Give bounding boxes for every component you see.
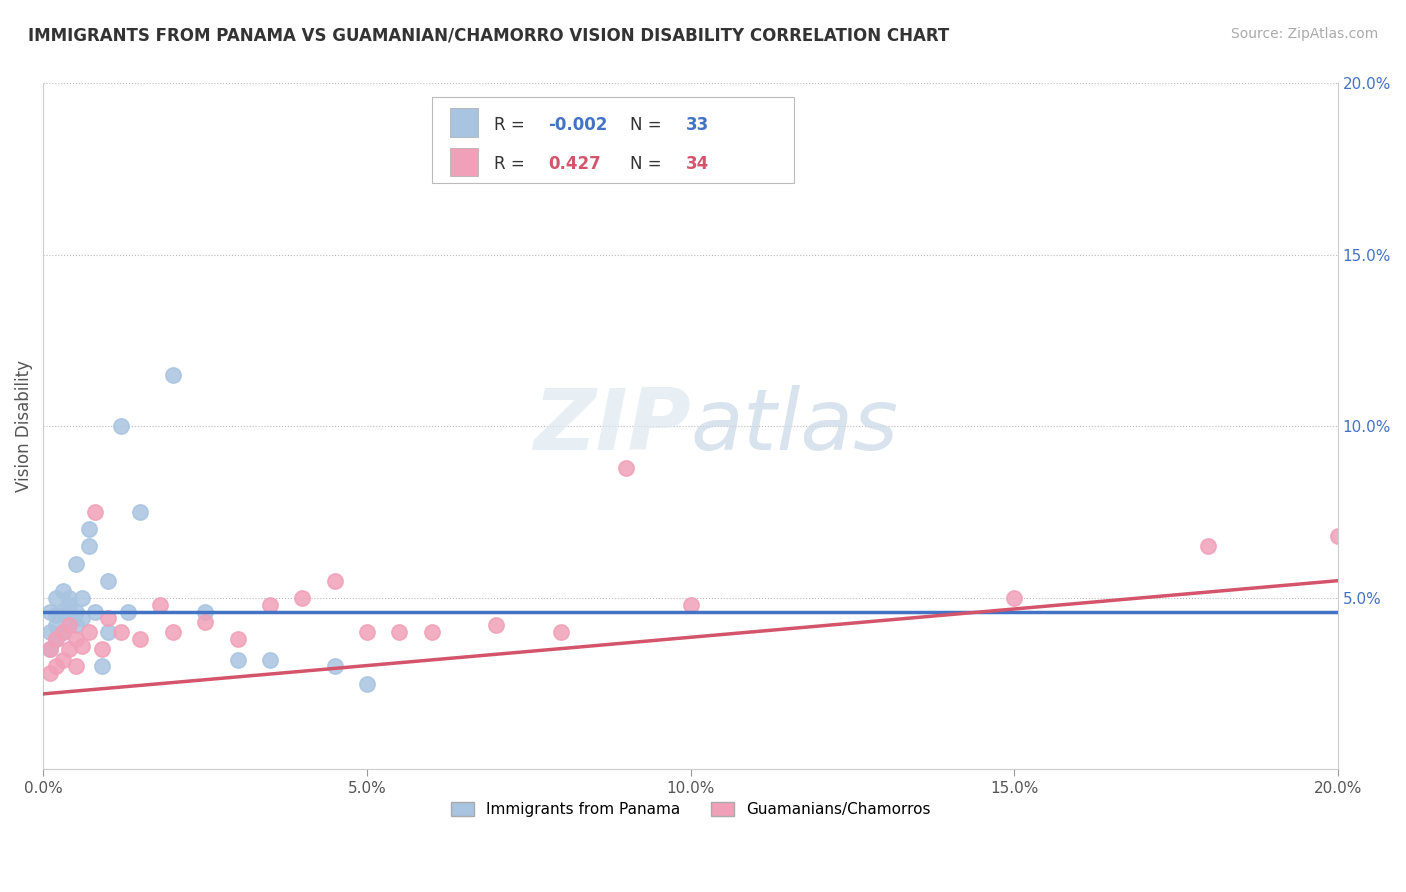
Point bbox=[58, 598, 80, 612]
FancyBboxPatch shape bbox=[432, 97, 794, 183]
Point bbox=[70, 639, 93, 653]
Point bbox=[38, 666, 60, 681]
Point bbox=[77, 625, 100, 640]
Point bbox=[1326, 529, 1348, 543]
Point bbox=[70, 611, 93, 625]
Point bbox=[388, 625, 411, 640]
Text: N =: N = bbox=[630, 116, 666, 134]
Text: 34: 34 bbox=[685, 155, 709, 173]
Point bbox=[58, 611, 80, 625]
Point bbox=[162, 625, 184, 640]
Point bbox=[356, 676, 378, 690]
Point bbox=[58, 642, 80, 657]
Point bbox=[77, 540, 100, 554]
Point bbox=[45, 632, 67, 646]
Point bbox=[65, 557, 87, 571]
Point bbox=[226, 632, 249, 646]
Point bbox=[52, 584, 75, 599]
FancyBboxPatch shape bbox=[450, 108, 478, 137]
Point bbox=[38, 625, 60, 640]
Point bbox=[45, 607, 67, 622]
Point bbox=[45, 632, 67, 646]
Text: N =: N = bbox=[630, 155, 666, 173]
Point bbox=[84, 605, 107, 619]
Point bbox=[614, 460, 637, 475]
Y-axis label: Vision Disability: Vision Disability bbox=[15, 360, 32, 492]
Point bbox=[356, 625, 378, 640]
Point bbox=[1002, 591, 1025, 605]
Point bbox=[65, 605, 87, 619]
Point bbox=[259, 652, 281, 666]
Point bbox=[194, 615, 217, 629]
Point bbox=[52, 652, 75, 666]
Point bbox=[259, 598, 281, 612]
Point bbox=[485, 618, 508, 632]
Text: 0.427: 0.427 bbox=[548, 155, 600, 173]
Point bbox=[97, 574, 120, 588]
Point bbox=[129, 505, 152, 519]
Point bbox=[226, 652, 249, 666]
Text: Source: ZipAtlas.com: Source: ZipAtlas.com bbox=[1230, 27, 1378, 41]
Point bbox=[323, 659, 346, 673]
Point bbox=[77, 522, 100, 536]
Text: atlas: atlas bbox=[690, 384, 898, 468]
Point bbox=[110, 625, 132, 640]
Point bbox=[323, 574, 346, 588]
Point bbox=[45, 591, 67, 605]
Text: IMMIGRANTS FROM PANAMA VS GUAMANIAN/CHAMORRO VISION DISABILITY CORRELATION CHART: IMMIGRANTS FROM PANAMA VS GUAMANIAN/CHAM… bbox=[28, 27, 949, 45]
Point bbox=[45, 618, 67, 632]
Legend: Immigrants from Panama, Guamanians/Chamorros: Immigrants from Panama, Guamanians/Chamo… bbox=[444, 796, 936, 823]
Point bbox=[1197, 540, 1219, 554]
Point bbox=[117, 605, 139, 619]
Point bbox=[291, 591, 314, 605]
Point bbox=[38, 605, 60, 619]
Text: R =: R = bbox=[494, 155, 530, 173]
Point bbox=[52, 625, 75, 640]
Point bbox=[420, 625, 443, 640]
Text: -0.002: -0.002 bbox=[548, 116, 607, 134]
Point bbox=[162, 368, 184, 382]
FancyBboxPatch shape bbox=[450, 147, 478, 177]
Point bbox=[65, 659, 87, 673]
Point bbox=[65, 618, 87, 632]
Point bbox=[97, 625, 120, 640]
Point bbox=[58, 591, 80, 605]
Point bbox=[38, 642, 60, 657]
Point bbox=[90, 642, 112, 657]
Point bbox=[110, 419, 132, 434]
Text: ZIP: ZIP bbox=[533, 384, 690, 468]
Point bbox=[45, 659, 67, 673]
Point bbox=[38, 642, 60, 657]
Text: R =: R = bbox=[494, 116, 530, 134]
Point bbox=[84, 505, 107, 519]
Point bbox=[58, 618, 80, 632]
Point bbox=[52, 625, 75, 640]
Point bbox=[194, 605, 217, 619]
Point bbox=[90, 659, 112, 673]
Text: 33: 33 bbox=[685, 116, 709, 134]
Point bbox=[65, 632, 87, 646]
Point bbox=[97, 611, 120, 625]
Point bbox=[550, 625, 572, 640]
Point bbox=[70, 591, 93, 605]
Point bbox=[149, 598, 172, 612]
Point bbox=[52, 605, 75, 619]
Point bbox=[679, 598, 702, 612]
Point bbox=[129, 632, 152, 646]
